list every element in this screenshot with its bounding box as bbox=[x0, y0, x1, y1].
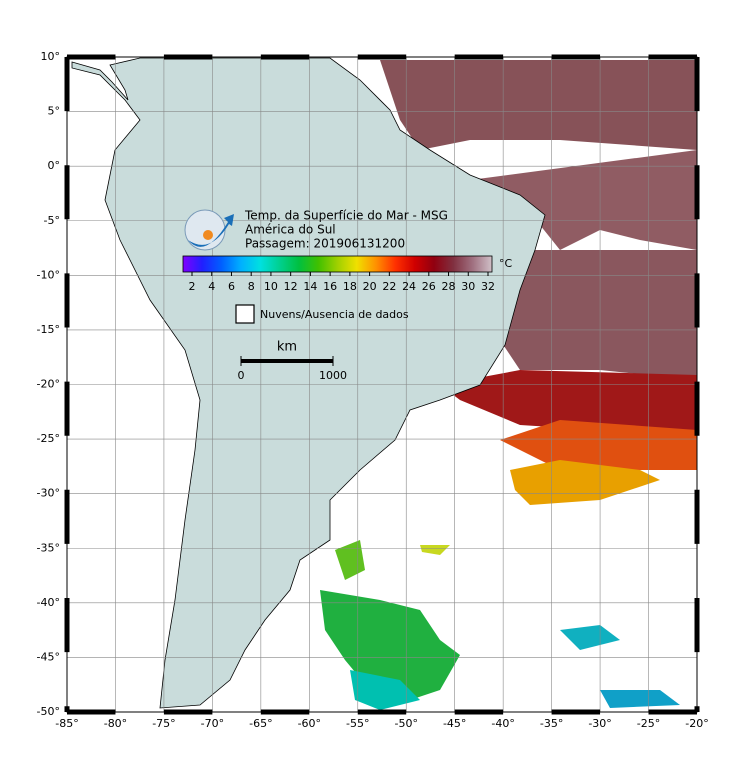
colorbar-tick-label: 30 bbox=[461, 280, 475, 293]
x-tick-label: -25° bbox=[637, 717, 660, 730]
x-tick-label: -75° bbox=[152, 717, 175, 730]
logo-arrow bbox=[188, 214, 234, 247]
x-tick-label: -40° bbox=[491, 717, 514, 730]
land bbox=[71, 57, 546, 709]
colorbar-tick-label: 26 bbox=[422, 280, 436, 293]
title-line: Temp. da Superfície do Mar - MSG bbox=[244, 209, 448, 223]
y-tick-label: -5° bbox=[44, 214, 60, 227]
colorbar bbox=[182, 255, 493, 273]
colorbar-tick-label: 20 bbox=[363, 280, 377, 293]
colorbar-tick-label: 12 bbox=[284, 280, 298, 293]
colorbar-tick-label: 2 bbox=[189, 280, 196, 293]
colorbar-tick-label: 4 bbox=[208, 280, 215, 293]
colorbar-tick-label: 8 bbox=[248, 280, 255, 293]
y-tick-label: -35° bbox=[37, 541, 60, 554]
colorbar-tick-label: 14 bbox=[303, 280, 317, 293]
colorbar-tick-label: 22 bbox=[382, 280, 396, 293]
x-tick-label: -80° bbox=[104, 717, 127, 730]
scale-tick-label: 0 bbox=[238, 369, 245, 382]
logo-globe bbox=[184, 209, 226, 251]
colorbar-tick-label: 32 bbox=[481, 280, 495, 293]
y-tick-label: -10° bbox=[37, 268, 60, 281]
colorbar-tick-label: 18 bbox=[343, 280, 357, 293]
sst-red bbox=[440, 370, 697, 435]
y-tick-label: -30° bbox=[37, 487, 60, 500]
sst-yellowgreen bbox=[420, 545, 450, 555]
x-tick-label: -60° bbox=[298, 717, 321, 730]
y-tick-label: -20° bbox=[37, 378, 60, 391]
logo-sun bbox=[203, 230, 213, 240]
x-tick-label: -30° bbox=[588, 717, 611, 730]
scale-label: km bbox=[277, 340, 297, 355]
x-tick-label: -70° bbox=[201, 717, 224, 730]
y-tick-label: 10° bbox=[41, 50, 61, 63]
colorbar-tick-label: 6 bbox=[228, 280, 235, 293]
y-tick-label: -25° bbox=[37, 432, 60, 445]
x-tick-label: -35° bbox=[540, 717, 563, 730]
annotations: -85° -80° -75° -70° -65° -60° -55° -50° -45° -40°… bbox=[37, 50, 709, 730]
x-tick-label: -85° bbox=[55, 717, 78, 730]
colorbar-tick-label: 28 bbox=[442, 280, 456, 293]
y-tick-label: -45° bbox=[37, 650, 60, 663]
colorbar-unit: °C bbox=[499, 257, 513, 270]
y-tick-label: 5° bbox=[48, 105, 61, 118]
x-tick-label: -45° bbox=[443, 717, 466, 730]
title-line: Passagem: 201906131200 bbox=[245, 237, 405, 251]
legend-label: Nuvens/Ausencia de dados bbox=[260, 308, 409, 321]
sst-warm-north bbox=[470, 150, 697, 250]
sst-green bbox=[335, 540, 365, 580]
sst-green bbox=[320, 590, 460, 700]
sst-cyan bbox=[350, 670, 420, 710]
sst-orange bbox=[500, 420, 697, 470]
graticule bbox=[67, 57, 697, 712]
sst-cyan bbox=[560, 625, 620, 650]
x-tick-label: -55° bbox=[346, 717, 369, 730]
scale-bar bbox=[241, 359, 333, 363]
colorbar-tick-label: 16 bbox=[323, 280, 337, 293]
sst-warm-north bbox=[380, 60, 697, 150]
title-line: América do Sul bbox=[245, 223, 336, 237]
y-tick-label: -40° bbox=[37, 596, 60, 609]
colorbar-tick-label: 24 bbox=[402, 280, 416, 293]
sst-cyan bbox=[600, 690, 680, 708]
scale-tick-label: 1000 bbox=[319, 369, 347, 382]
x-tick-label: -20° bbox=[685, 717, 708, 730]
imagery bbox=[67, 57, 697, 712]
y-tick-label: -50° bbox=[37, 705, 60, 718]
frame-border bbox=[64, 54, 700, 715]
sst-warm-mid bbox=[500, 250, 697, 380]
x-tick-label: -65° bbox=[249, 717, 272, 730]
colorbar-tick-label: 10 bbox=[264, 280, 278, 293]
x-tick-label: -50° bbox=[394, 717, 417, 730]
legend-swatch bbox=[235, 304, 255, 324]
logo bbox=[184, 209, 234, 251]
y-tick-label: -15° bbox=[37, 323, 60, 336]
y-tick-label: 0° bbox=[48, 159, 61, 172]
